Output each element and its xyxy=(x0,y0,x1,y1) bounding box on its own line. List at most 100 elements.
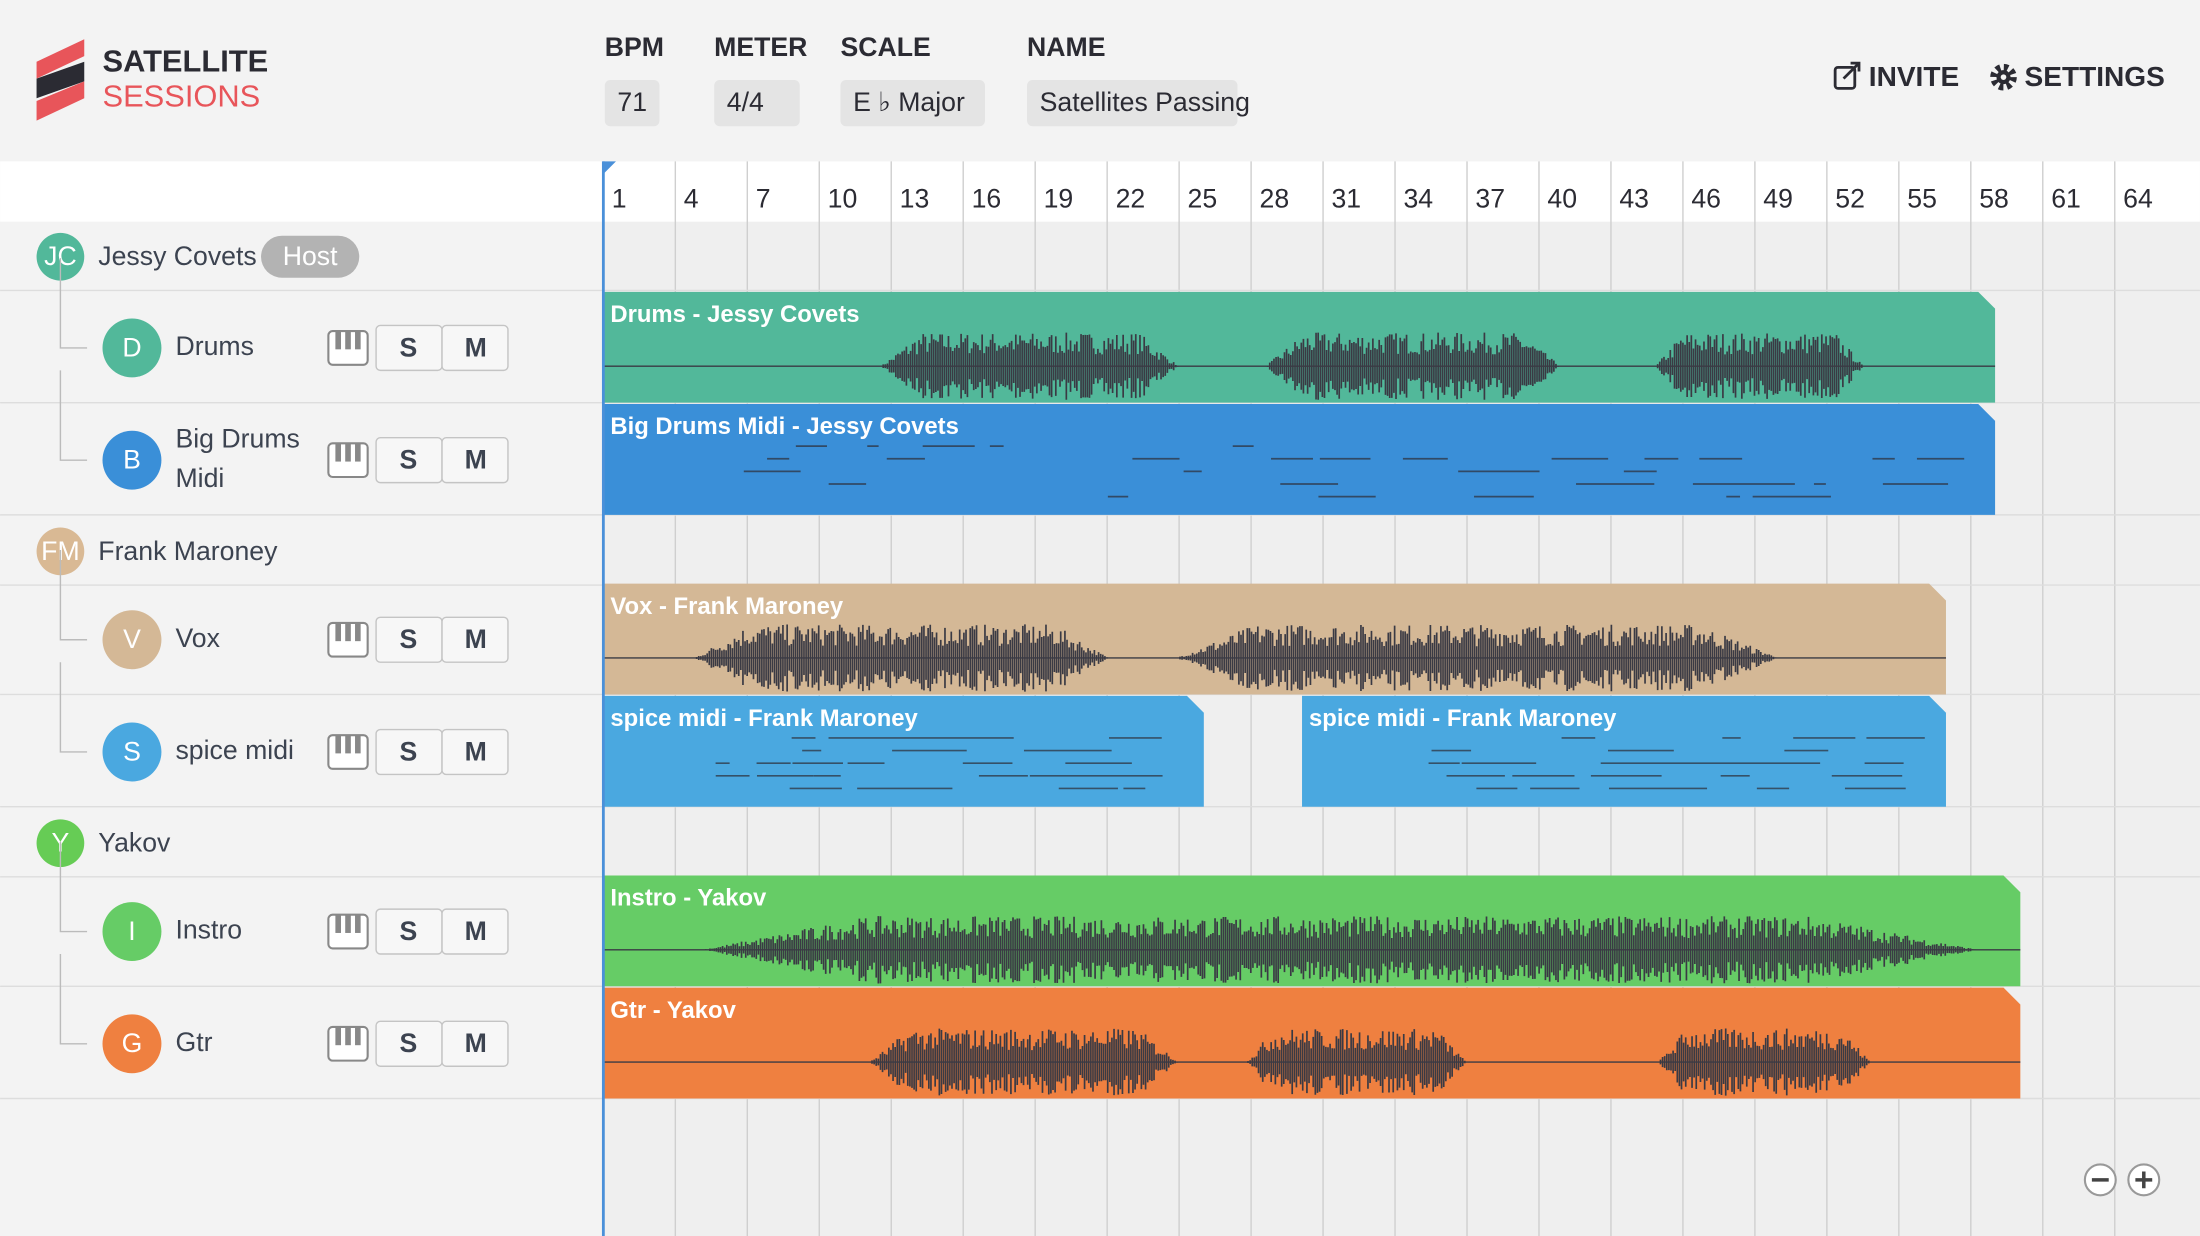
field-input[interactable] xyxy=(714,79,800,127)
mute-button[interactable] xyxy=(441,437,509,484)
icon xyxy=(345,331,351,350)
midi-notes xyxy=(715,737,1163,790)
icon xyxy=(345,443,351,462)
mute-label: M xyxy=(465,1028,487,1058)
midi-keyboard-button[interactable] xyxy=(327,734,369,770)
waveform xyxy=(882,332,1179,400)
brand-line: SESSIONS xyxy=(103,78,261,113)
mute-label: M xyxy=(465,332,487,362)
midi-keyboard-button[interactable] xyxy=(327,442,369,479)
solo-label: S xyxy=(399,445,417,475)
icon xyxy=(335,443,342,462)
clip-label: spice midi - Frank Maroney xyxy=(1309,705,1617,732)
mute-button[interactable] xyxy=(441,324,509,372)
solo-label: S xyxy=(399,1028,417,1058)
waveform xyxy=(1659,1028,1870,1096)
invite-button[interactable]: INVITE xyxy=(1833,61,1959,92)
midi-notes xyxy=(743,445,1965,498)
bar-number: 40 xyxy=(1547,184,1577,214)
waveform xyxy=(1266,332,1559,400)
track-name: Gtr xyxy=(175,1028,213,1058)
user-name: Jessy Covets xyxy=(98,241,256,271)
bar-number: 31 xyxy=(1331,184,1361,214)
track-name: Big Drums Midi xyxy=(175,425,300,494)
mute-label: M xyxy=(465,736,487,766)
icon xyxy=(335,622,342,642)
track-initial: D xyxy=(122,332,141,362)
bar-number: 13 xyxy=(900,184,930,214)
zoom-button[interactable] xyxy=(2083,1163,2117,1197)
field-value: Satellites Passing xyxy=(1040,87,1250,117)
user-name: Frank Maroney xyxy=(98,536,278,566)
action-label: SETTINGS xyxy=(2025,61,2165,92)
tree-connector xyxy=(59,662,88,753)
bar-number: 28 xyxy=(1260,184,1290,214)
midi-keyboard-button[interactable] xyxy=(327,621,369,658)
waveform xyxy=(702,916,1978,984)
action-label: INVITE xyxy=(1869,61,1959,92)
clip[interactable]: Drums - Jessy Covets xyxy=(603,291,1996,403)
track-name-box: Vox xyxy=(175,624,220,654)
track-avatar xyxy=(102,430,162,490)
tree-connector xyxy=(59,549,88,641)
clip[interactable]: Instro - Yakov xyxy=(603,875,2021,987)
icon xyxy=(345,622,351,642)
mute-button[interactable] xyxy=(441,616,509,663)
clip[interactable]: spice midi - Frank Maroney xyxy=(603,695,1204,807)
mute-button[interactable] xyxy=(441,728,509,776)
midi-keyboard-button[interactable] xyxy=(327,913,369,950)
waveform xyxy=(871,1028,1179,1096)
tree-connector xyxy=(59,954,88,1045)
bar-number: 52 xyxy=(1835,184,1865,214)
icon xyxy=(355,1026,361,1046)
clip-label: spice midi - Frank Maroney xyxy=(610,705,918,732)
logo xyxy=(36,39,85,121)
icon xyxy=(355,735,361,754)
clip-label: Drums - Jessy Covets xyxy=(610,301,859,328)
clip[interactable]: Vox - Frank Maroney xyxy=(603,583,1946,695)
bar-number: 49 xyxy=(1763,184,1793,214)
field-label: BPM xyxy=(605,32,664,62)
bar-number: 1 xyxy=(612,184,627,214)
clip[interactable]: spice midi - Frank Maroney xyxy=(1302,695,1946,807)
track-initial: G xyxy=(122,1028,143,1058)
bar-number: 22 xyxy=(1116,184,1146,214)
field-input[interactable] xyxy=(840,79,985,127)
mute-button[interactable] xyxy=(441,908,509,955)
icon xyxy=(355,443,361,462)
field-label: SCALE xyxy=(840,32,930,62)
icon xyxy=(2000,74,2007,80)
midi-keyboard-button[interactable] xyxy=(327,330,369,366)
icon xyxy=(335,1026,342,1046)
settings-button[interactable]: SETTINGS xyxy=(1990,61,2165,92)
clip[interactable]: Big Drums Midi - Jessy Covets xyxy=(603,404,1996,515)
midi-keyboard-button[interactable] xyxy=(327,1025,369,1062)
field-input[interactable] xyxy=(1027,79,1238,127)
icon xyxy=(355,331,361,350)
track-name: Instro xyxy=(175,916,243,946)
track-avatar xyxy=(102,722,162,782)
waveform xyxy=(1247,1029,1466,1096)
midi-notes xyxy=(1428,737,1925,790)
icon xyxy=(1842,61,1861,80)
bar-number: 46 xyxy=(1691,184,1721,214)
clip-label: Gtr - Yakov xyxy=(610,997,736,1024)
clip-label: Vox - Frank Maroney xyxy=(610,593,843,620)
icon xyxy=(345,1026,351,1046)
bar-number: 61 xyxy=(2051,184,2081,214)
bar-number: 7 xyxy=(756,184,771,214)
zoom-button[interactable] xyxy=(2127,1163,2161,1197)
mute-button[interactable] xyxy=(441,1020,509,1067)
field-input[interactable] xyxy=(604,79,660,127)
track-initial: I xyxy=(128,916,135,946)
track-name: Vox xyxy=(175,624,220,654)
track-initial: V xyxy=(123,624,141,654)
field-value: E ♭ Major xyxy=(853,87,965,117)
track-initial: S xyxy=(123,736,141,766)
solo-label: S xyxy=(399,332,417,362)
bar-number: 34 xyxy=(1403,184,1433,214)
clip[interactable]: Gtr - Yakov xyxy=(603,987,2021,1099)
track-name-box: Drums xyxy=(175,332,253,361)
bar-number: 25 xyxy=(1188,184,1218,214)
